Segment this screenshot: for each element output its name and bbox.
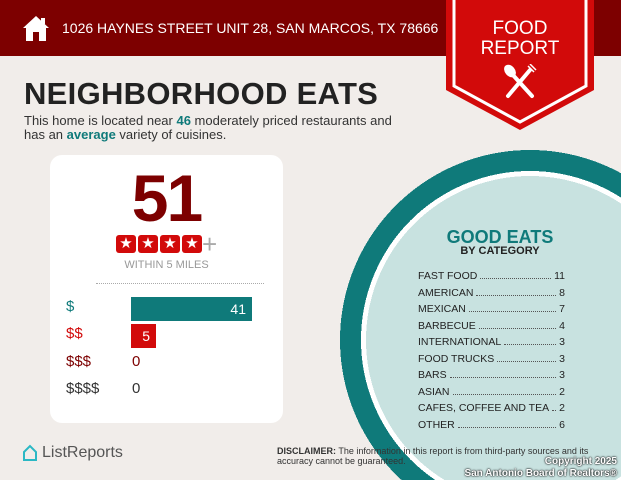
category-row: BARS 3 [418,369,565,381]
price-bar: 41 [131,297,252,321]
leader-dots [452,386,557,395]
home-icon [23,16,49,41]
category-row: MEXICAN 7 [418,303,565,315]
star-icon: ★ [116,235,136,253]
category-name: MEXICAN [418,303,466,315]
star-rating: ★ ★ ★ ★ [116,235,202,253]
listreports-logo: ListReports [22,444,123,462]
property-address: 1026 HAYNES STREET UNIT 28, SAN MARCOS, … [62,20,439,36]
category-count: 7 [559,303,565,315]
disclaimer: DISCLAIMER: The information in this repo… [277,446,589,466]
star-icon: ★ [138,235,158,253]
categories-title: GOOD EATS [446,227,554,247]
category-row: FOOD TRUCKS 3 [418,353,565,365]
category-count: 8 [559,286,565,299]
leader-dots [457,419,557,428]
price-value: 0 [132,353,141,370]
copyright: Copyright 2025 San Antonio Board of Realt… [464,456,617,479]
category-name: BARS [418,369,447,381]
price-value: 0 [132,380,141,397]
category-count: 6 [559,418,565,431]
leader-dots [552,402,557,411]
divider [96,283,264,284]
category-name: BARBECUE [418,319,476,332]
category-count: 3 [559,352,565,365]
category-name: ASIAN [418,385,450,398]
page-title: NEIGHBORHOOD EATS [24,76,379,111]
category-count: 4 [559,319,565,332]
total-restaurants: 51 [131,161,203,235]
category-name: FOOD TRUCKS [418,352,495,365]
leader-dots [468,303,557,312]
category-count: 2 [559,385,565,398]
category-count: 3 [559,336,565,348]
category-name: OTHER [418,418,455,431]
star-icon: ★ [182,235,202,253]
leader-dots [478,320,557,329]
food-report-badge [446,0,594,130]
leader-dots [480,270,552,279]
description: This home is located near 46 moderately … [24,113,392,142]
category-count: 11 [554,270,565,282]
category-name: CAFES, COFFEE AND TEA [418,402,550,414]
category-row: ASIAN 2 [418,386,565,398]
category-circle [340,150,621,480]
leader-dots [497,353,557,362]
listreports-logo-icon [23,444,37,461]
category-row: FAST FOOD 11 [418,270,565,282]
leader-dots [504,336,557,345]
category-count: 3 [559,369,565,381]
category-row: INTERNATIONAL 3 [418,336,565,348]
category-count: 2 [559,402,565,414]
plus-icon: + [202,229,218,259]
category-row: OTHER 6 [418,419,565,431]
category-name: INTERNATIONAL [418,336,502,348]
category-row: CAFES, COFFEE AND TEA 2 [418,402,565,414]
price-bar: 5 [131,324,156,348]
category-name: AMERICAN [418,286,474,299]
category-name: FAST FOOD [418,270,478,282]
radius-label: WITHIN 5 MILES [124,259,209,271]
star-icon: ★ [160,235,180,253]
category-row: BARBECUE 4 [418,320,565,332]
leader-dots [449,369,557,378]
category-row: AMERICAN 8 [418,287,565,299]
leader-dots [476,287,557,296]
categories-subtitle: BY CATEGORY [460,245,540,257]
summary-card: 51 ★ ★ ★ ★ + WITHIN 5 MILES $ 41 $$ 5 $$$ 0… [50,155,283,423]
